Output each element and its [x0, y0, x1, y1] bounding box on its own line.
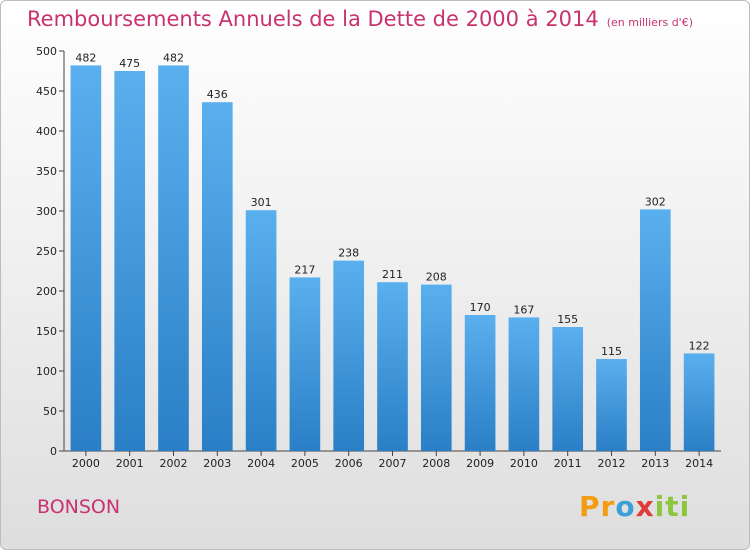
value-label-2011: 155 [557, 313, 578, 326]
y-tick-label: 0 [50, 445, 57, 458]
bar-2006 [333, 260, 365, 451]
x-tick-label-2010: 2010 [510, 457, 538, 470]
x-tick-label-2012: 2012 [598, 457, 626, 470]
x-tick-label-2013: 2013 [641, 457, 669, 470]
y-tick-label: 200 [36, 285, 57, 298]
value-label-2001: 475 [119, 57, 140, 70]
value-label-2000: 482 [75, 51, 96, 64]
bar-2011 [552, 327, 584, 451]
x-tick-label-2005: 2005 [291, 457, 319, 470]
value-label-2008: 208 [426, 271, 447, 284]
bar-2008 [420, 284, 452, 451]
bar-2007 [377, 282, 408, 451]
bar-2009 [464, 315, 496, 451]
x-tick-label-2011: 2011 [554, 457, 582, 470]
y-tick-label: 450 [36, 85, 57, 98]
y-tick-label: 350 [36, 165, 57, 178]
y-tick-label: 400 [36, 125, 57, 138]
y-tick-label: 250 [36, 245, 57, 258]
bar-2004 [245, 210, 277, 451]
value-label-2010: 167 [513, 303, 534, 316]
value-label-2002: 482 [163, 51, 184, 64]
proxiti-logo: Proxiti [579, 490, 691, 523]
y-tick-label: 500 [36, 45, 57, 58]
bar-2013 [639, 209, 671, 451]
value-label-2013: 302 [645, 195, 666, 208]
chart-title-text: Remboursements Annuels de la Dette de 20… [27, 7, 599, 31]
bar-2014 [683, 353, 715, 451]
y-tick-label: 100 [36, 365, 57, 378]
location-label: BONSON [37, 496, 121, 518]
bar-2001 [114, 71, 146, 451]
x-tick-label-2001: 2001 [116, 457, 144, 470]
bar-2010 [508, 317, 540, 451]
bar-2005 [289, 277, 321, 451]
value-label-2003: 436 [207, 88, 228, 101]
chart-labels: 482 2000 475 2001 482 2002 436 2003 301 2004 217 20… [72, 51, 713, 470]
value-label-2009: 170 [470, 301, 491, 314]
bar-2002 [158, 65, 189, 452]
bar-2012 [596, 359, 627, 451]
value-label-2014: 122 [689, 339, 710, 352]
y-tick-label: 50 [43, 405, 57, 418]
value-label-2004: 301 [251, 196, 272, 209]
x-tick-label-2000: 2000 [72, 457, 100, 470]
x-tick-label-2004: 2004 [247, 457, 275, 470]
x-tick-label-2008: 2008 [422, 457, 450, 470]
value-label-2005: 217 [294, 263, 315, 276]
chart-bars [70, 65, 715, 452]
value-label-2006: 238 [338, 247, 359, 260]
value-label-2007: 211 [382, 268, 403, 281]
chart-unit-note: (en milliers d'€) [606, 16, 693, 29]
x-tick-label-2002: 2002 [160, 457, 188, 470]
bar-2003 [201, 102, 233, 451]
y-tick-label: 300 [36, 205, 57, 218]
chart-title: Remboursements Annuels de la Dette de 20… [27, 7, 693, 31]
x-tick-label-2009: 2009 [466, 457, 494, 470]
x-tick-label-2006: 2006 [335, 457, 363, 470]
x-tick-label-2007: 2007 [379, 457, 407, 470]
x-tick-label-2003: 2003 [203, 457, 231, 470]
bar-2000 [70, 65, 102, 452]
value-label-2012: 115 [601, 345, 622, 358]
y-tick-label: 150 [36, 325, 57, 338]
x-tick-label-2014: 2014 [685, 457, 713, 470]
